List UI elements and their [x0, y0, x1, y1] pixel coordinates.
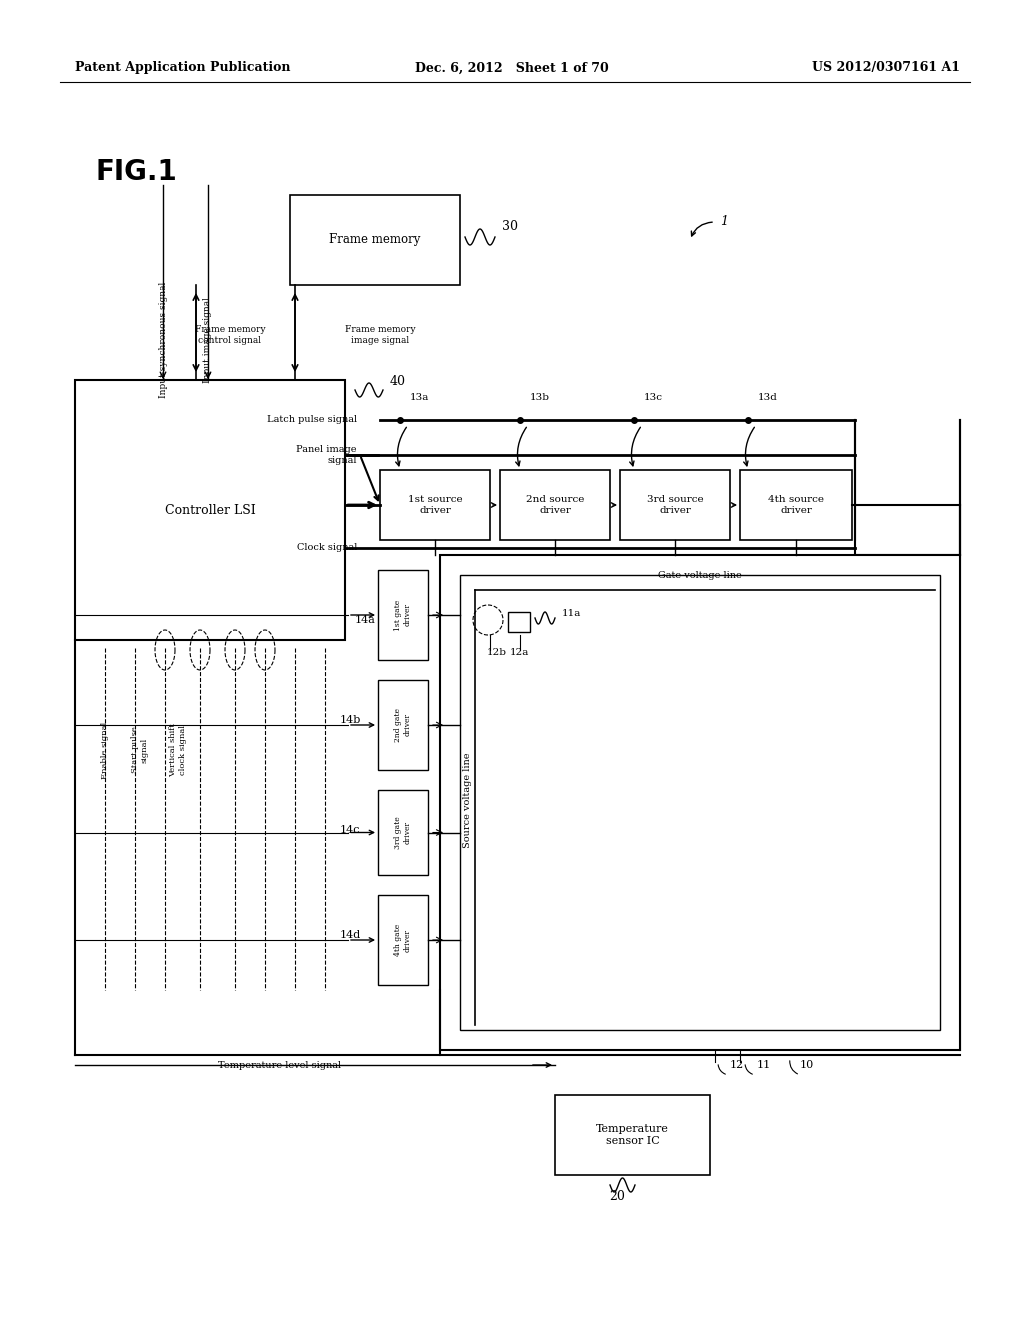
Text: 1st gate
driver: 1st gate driver [394, 599, 412, 631]
Text: Frame memory: Frame memory [330, 234, 421, 247]
Text: 30: 30 [502, 220, 518, 234]
Text: 13b: 13b [530, 393, 550, 403]
Text: 12b: 12b [487, 648, 507, 657]
Text: Clock signal: Clock signal [297, 544, 357, 553]
Text: 13a: 13a [410, 393, 429, 403]
Text: 3rd source
driver: 3rd source driver [647, 495, 703, 515]
Text: 3rd gate
driver: 3rd gate driver [394, 816, 412, 849]
Text: 10: 10 [800, 1060, 814, 1071]
Text: Panel image
signal: Panel image signal [297, 445, 357, 465]
Bar [378, 789, 428, 875]
Text: 14d: 14d [340, 931, 361, 940]
Text: Temperature level signal: Temperature level signal [218, 1060, 342, 1069]
Bar [740, 470, 852, 540]
Text: Latch pulse signal: Latch pulse signal [267, 416, 357, 425]
Text: 1: 1 [720, 215, 728, 228]
Text: 2nd gate
driver: 2nd gate driver [394, 708, 412, 742]
Text: 14a: 14a [355, 615, 376, 624]
Text: 20: 20 [609, 1191, 625, 1203]
Bar [380, 470, 490, 540]
Text: Input image signal: Input image signal [204, 297, 213, 383]
Text: Dec. 6, 2012   Sheet 1 of 70: Dec. 6, 2012 Sheet 1 of 70 [415, 62, 609, 74]
Text: 1st source
driver: 1st source driver [408, 495, 462, 515]
Text: Frame memory
control signal: Frame memory control signal [195, 325, 265, 345]
Bar [500, 470, 610, 540]
Text: 14b: 14b [340, 715, 361, 725]
Bar [620, 470, 730, 540]
Text: Frame memory
image signal: Frame memory image signal [345, 325, 416, 345]
Text: Vertical shift
clock signal: Vertical shift clock signal [169, 723, 186, 777]
Bar [555, 1096, 710, 1175]
Bar [378, 570, 428, 660]
Bar [440, 554, 961, 1049]
Text: Source voltage line: Source voltage line [464, 752, 472, 847]
Bar [75, 380, 345, 640]
Text: 4th gate
driver: 4th gate driver [394, 924, 412, 956]
Bar [378, 895, 428, 985]
Text: 4th source
driver: 4th source driver [768, 495, 824, 515]
Bar [378, 680, 428, 770]
Bar [460, 576, 940, 1030]
Text: Patent Application Publication: Patent Application Publication [75, 62, 291, 74]
Text: 40: 40 [390, 375, 406, 388]
Bar [508, 612, 530, 632]
Text: 11: 11 [757, 1060, 771, 1071]
Text: Input synchronous signal: Input synchronous signal [159, 282, 168, 399]
Text: US 2012/0307161 A1: US 2012/0307161 A1 [812, 62, 961, 74]
Text: 14c: 14c [340, 825, 360, 836]
Bar [290, 195, 460, 285]
Text: FIG.1: FIG.1 [95, 158, 177, 186]
Text: Gate voltage line: Gate voltage line [658, 572, 741, 579]
Text: Start pulse
signal: Start pulse signal [131, 726, 148, 774]
Text: 11a: 11a [562, 609, 582, 618]
Text: Temperature
sensor IC: Temperature sensor IC [596, 1125, 669, 1146]
Text: 12: 12 [730, 1060, 744, 1071]
Text: 13c: 13c [644, 393, 663, 403]
Text: 12a: 12a [510, 648, 529, 657]
Text: 2nd source
driver: 2nd source driver [525, 495, 584, 515]
Text: Controller LSI: Controller LSI [165, 503, 255, 516]
Text: Enable signal: Enable signal [101, 721, 109, 779]
Text: 13d: 13d [758, 393, 778, 403]
